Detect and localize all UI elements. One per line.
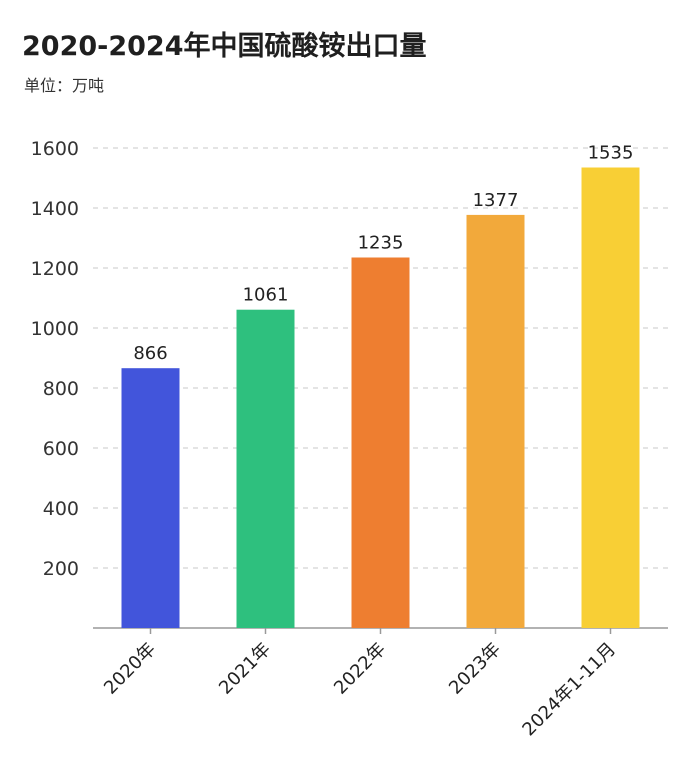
data-label: 1235: [358, 233, 404, 254]
bar: [121, 368, 180, 628]
bar: [236, 309, 295, 628]
x-tick-label: 2021年: [215, 639, 275, 699]
data-label: 866: [133, 343, 167, 364]
y-tick-label: 1000: [31, 318, 79, 340]
bar: [351, 257, 410, 628]
chart-subtitle: 单位：万吨: [24, 76, 105, 95]
y-tick-label: 1200: [31, 258, 79, 280]
x-tick-label: 2023年: [445, 639, 505, 699]
y-tick-label: 600: [43, 438, 79, 460]
y-tick-label: 1600: [31, 138, 79, 160]
bar: [581, 167, 640, 628]
data-label: 1377: [473, 190, 519, 211]
y-tick-label: 400: [43, 498, 79, 520]
bar: [466, 214, 525, 628]
x-tick-label: 2020年: [100, 639, 160, 699]
data-label: 1535: [588, 143, 634, 164]
y-tick-label: 1400: [31, 198, 79, 220]
data-label: 1061: [243, 285, 289, 306]
x-tick-label: 2022年: [330, 639, 390, 699]
y-tick-label: 200: [43, 558, 79, 580]
x-tick-label: 2024年1-11月: [518, 639, 620, 741]
y-tick-label: 800: [43, 378, 79, 400]
chart-title: 2020-2024年中国硫酸铵出口量: [22, 31, 427, 62]
